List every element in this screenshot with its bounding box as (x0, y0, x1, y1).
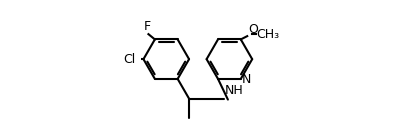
Text: Cl: Cl (123, 53, 135, 66)
Text: CH₃: CH₃ (257, 28, 280, 41)
Text: N: N (242, 73, 252, 86)
Text: NH: NH (225, 84, 244, 97)
Text: F: F (144, 20, 151, 33)
Text: O: O (248, 22, 258, 35)
